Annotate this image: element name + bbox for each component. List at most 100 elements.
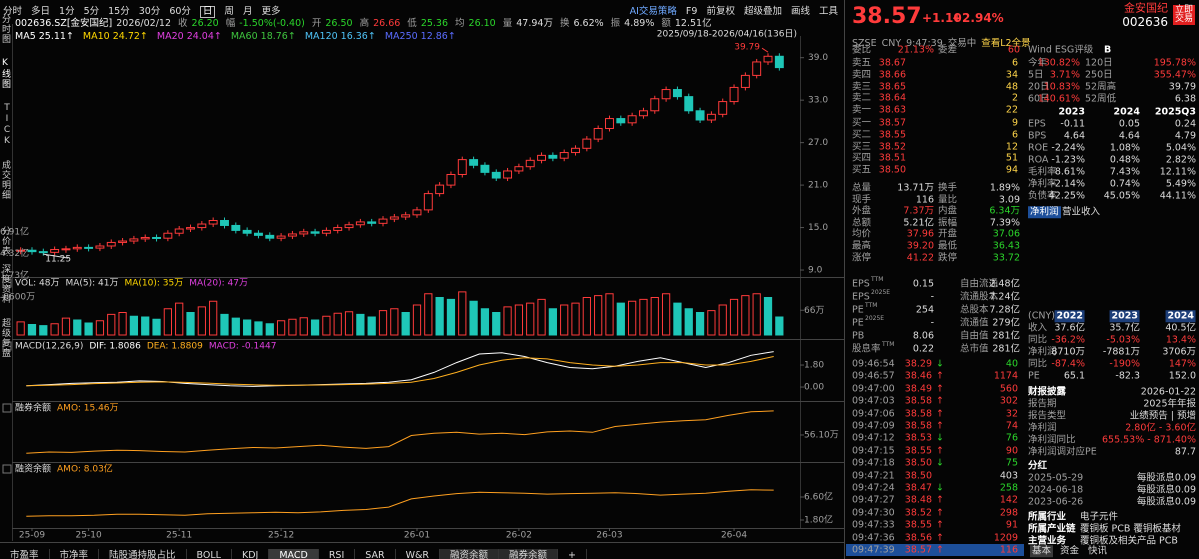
label: 跌停: [938, 251, 958, 263]
tab[interactable]: 净利润: [1028, 206, 1061, 218]
side-tab[interactable]: 超级复盘: [0, 318, 10, 358]
bar: [695, 312, 705, 336]
label: 74: [1005, 420, 1018, 432]
period-tab[interactable]: 分时: [3, 6, 23, 18]
period-tab[interactable]: 周: [224, 6, 234, 18]
tool-button[interactable]: F9: [685, 6, 698, 18]
label: 32: [1005, 407, 1018, 419]
label: 买五: [852, 164, 872, 176]
side-tab[interactable]: 深度资料: [0, 264, 10, 304]
indicator-tab[interactable]: MACD: [269, 549, 319, 559]
label: 33.72: [992, 251, 1020, 263]
indicator-tab[interactable]: KDJ: [232, 549, 270, 559]
side-tab[interactable]: 分价表: [0, 226, 10, 256]
label: 2026-01-22: [1140, 386, 1196, 398]
period-tab[interactable]: 月: [242, 6, 253, 18]
label: 2024: [1165, 310, 1196, 322]
tool-button[interactable]: 前复权: [706, 6, 735, 18]
tool-button[interactable]: 工具: [818, 6, 838, 18]
candle-body: [299, 231, 309, 235]
indicator-tab[interactable]: +: [558, 549, 587, 559]
label: -7881万: [1102, 346, 1140, 358]
indicator-tab[interactable]: SAR: [355, 549, 396, 559]
label: 09:46:54: [852, 358, 895, 370]
label: 35.7亿: [1109, 322, 1140, 334]
candle-body: [491, 171, 501, 179]
period-tab[interactable]: 更多: [261, 6, 281, 18]
bar: [288, 318, 297, 336]
label: 4.64: [1118, 130, 1140, 142]
label[interactable]: 查看L2全景: [981, 38, 1031, 50]
label: 卖四: [852, 69, 872, 81]
label: 142: [999, 494, 1018, 506]
label: CNY: [881, 38, 902, 50]
side-tab[interactable]: 成交明细: [0, 160, 10, 200]
label: 258: [999, 482, 1018, 494]
label: 90: [1005, 445, 1018, 457]
label: 12.51亿: [674, 18, 712, 30]
tool-button[interactable]: 超级叠加: [743, 6, 782, 18]
tab[interactable]: 营业收入: [1062, 206, 1101, 218]
label: 25.36: [420, 18, 449, 30]
annotation: 11.25: [45, 255, 71, 265]
bar: [141, 316, 150, 336]
label: 38.56: [904, 531, 932, 543]
period-tab[interactable]: 5分: [83, 6, 100, 18]
period-tab[interactable]: 30分: [138, 6, 161, 18]
label: 幅: [225, 18, 236, 30]
bar: [378, 310, 388, 336]
label: 所属产业链: [1028, 523, 1076, 535]
indicator-tab[interactable]: 融资余额: [439, 549, 499, 559]
indicator-tab[interactable]: 融券余额: [498, 549, 558, 559]
tab[interactable]: 基本: [1030, 545, 1054, 557]
period-tab[interactable]: 60分: [169, 6, 191, 18]
label: 38.29: [904, 358, 932, 370]
bar: [446, 298, 456, 336]
tool-button[interactable]: AI交易策略: [629, 6, 677, 18]
period-tab[interactable]: 日: [199, 6, 216, 18]
legend-entry: 融券余额: [15, 402, 51, 414]
label: 76: [1005, 432, 1018, 444]
tab[interactable]: 资金: [1060, 545, 1080, 557]
period-tab[interactable]: 多日: [31, 6, 51, 18]
period-tab[interactable]: 1分: [59, 6, 75, 18]
candle-body: [208, 219, 218, 225]
label: 002636.SZ[金安国纪]: [15, 18, 113, 30]
period-tab[interactable]: 15分: [108, 6, 130, 18]
side-tab[interactable]: TICK: [2, 103, 12, 147]
label: 4.64: [1063, 130, 1085, 142]
bar: [73, 319, 82, 336]
label: 3.71%: [1049, 69, 1080, 81]
label: 22: [1005, 104, 1018, 116]
label: 总股本: [960, 304, 989, 316]
label: ROA: [1028, 154, 1049, 166]
label: 覆铜板 PCB 覆铜板基材: [1080, 523, 1181, 535]
change: +1.10: [922, 11, 962, 25]
indicator-tab[interactable]: 市盈率: [0, 549, 50, 559]
candle-body: [763, 55, 773, 63]
indicator-tab[interactable]: RSI: [319, 549, 356, 559]
label: 37.96: [906, 228, 934, 240]
tab[interactable]: 快讯: [1088, 545, 1108, 557]
label: 91: [1005, 519, 1018, 531]
label: 12.11%: [1159, 166, 1196, 178]
label: TTM: [865, 302, 878, 309]
candle-body: [50, 249, 60, 253]
side-tab[interactable]: K线图: [0, 58, 10, 89]
indicator-tab[interactable]: 陆股通持股占比: [99, 549, 187, 559]
label: 7.24亿: [989, 291, 1020, 303]
label: MA5: [15, 31, 36, 43]
label: 09:47:30: [852, 507, 895, 519]
label: 9:47:39: [906, 38, 943, 50]
tool-button[interactable]: 画线: [790, 6, 810, 18]
indicator-tab[interactable]: W&R: [396, 549, 440, 559]
side-tab[interactable]: 分时图: [0, 14, 10, 44]
indicator-tab[interactable]: BOLL: [187, 549, 232, 559]
label: 20日: [1028, 81, 1050, 93]
trade-button[interactable]: 立即交易: [1173, 5, 1195, 25]
label: 电子元件: [1080, 511, 1119, 523]
indicator-tab[interactable]: 市净率: [50, 549, 100, 559]
toolbar: 分时 多日 1分 5分 15分 30分 60分日周月更多: [3, 6, 280, 18]
candle-body: [140, 236, 150, 240]
